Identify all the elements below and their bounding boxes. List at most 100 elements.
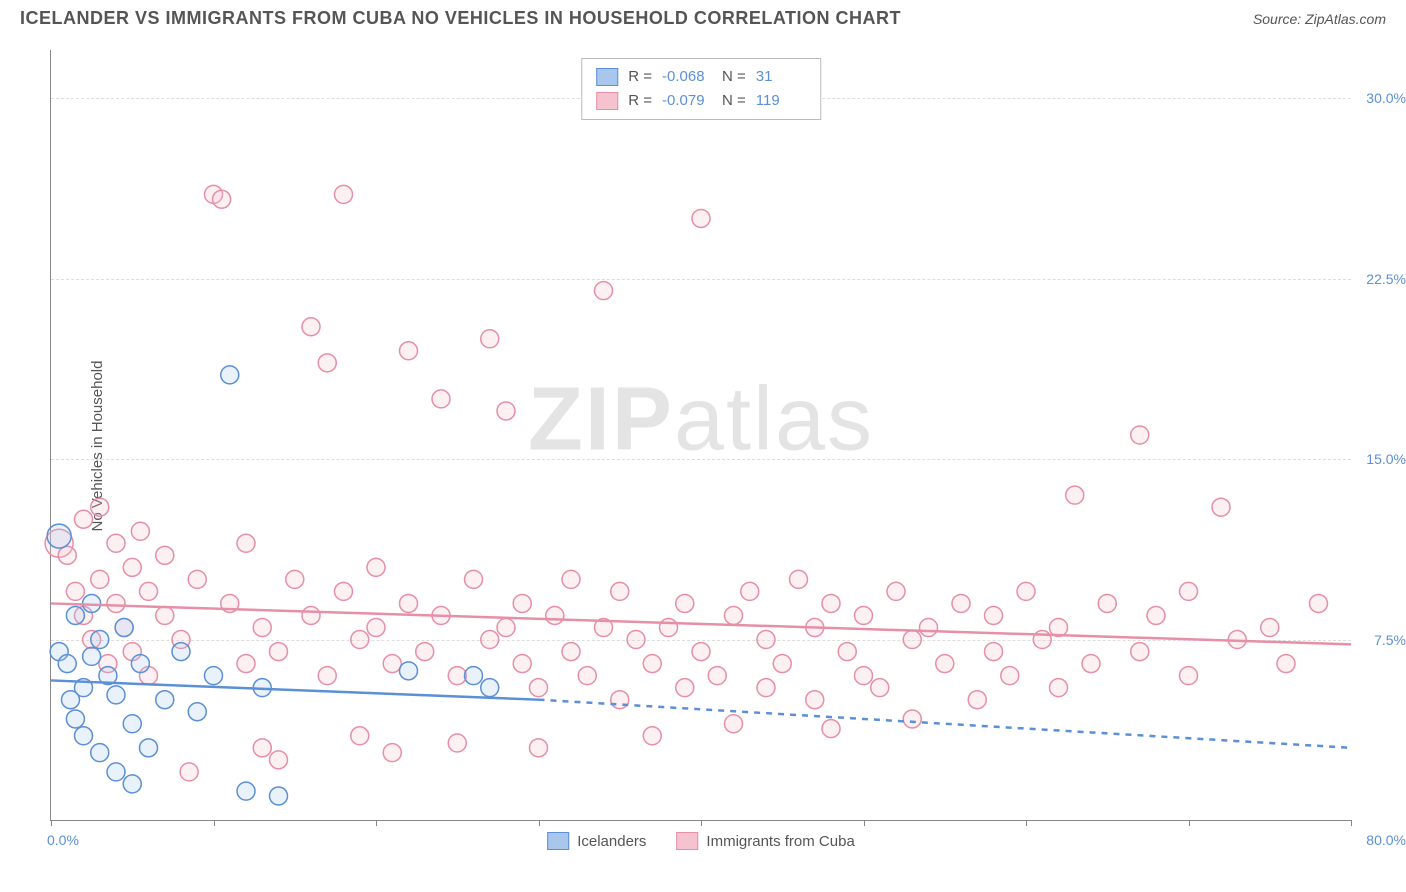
data-point (643, 655, 661, 673)
data-point (481, 631, 499, 649)
data-point (838, 643, 856, 661)
data-point (172, 643, 190, 661)
data-point (383, 744, 401, 762)
data-point (156, 546, 174, 564)
data-point (270, 787, 288, 805)
data-point (1212, 498, 1230, 516)
data-point (188, 570, 206, 588)
data-point (123, 775, 141, 793)
data-point (952, 594, 970, 612)
data-point (725, 606, 743, 624)
data-point (237, 655, 255, 673)
x-axis-max-label: 80.0% (1366, 832, 1406, 848)
data-point (107, 686, 125, 704)
data-point (725, 715, 743, 733)
data-point (66, 582, 84, 600)
data-point (936, 655, 954, 673)
stats-row-cuba: R = -0.079 N = 119 (596, 89, 806, 113)
data-point (1180, 582, 1198, 600)
data-point (611, 582, 629, 600)
legend-swatch-cuba-icon (676, 832, 698, 850)
data-point (1066, 486, 1084, 504)
legend-swatch-icelanders-icon (547, 832, 569, 850)
data-point (448, 734, 466, 752)
data-point (156, 691, 174, 709)
data-point (400, 342, 418, 360)
data-point (91, 631, 109, 649)
data-point (156, 606, 174, 624)
data-point (58, 546, 76, 564)
data-point (806, 691, 824, 709)
data-point (546, 606, 564, 624)
data-point (1082, 655, 1100, 673)
data-point (1261, 619, 1279, 637)
data-point (400, 594, 418, 612)
legend-item-icelanders: Icelanders (547, 832, 646, 850)
source-attribution: Source: ZipAtlas.com (1253, 11, 1386, 27)
data-point (351, 727, 369, 745)
data-point (513, 594, 531, 612)
stats-row-icelanders: R = -0.068 N = 31 (596, 65, 806, 89)
legend: Icelanders Immigrants from Cuba (547, 832, 855, 850)
data-point (66, 606, 84, 624)
data-point (237, 534, 255, 552)
data-point (400, 662, 418, 680)
chart-title: ICELANDER VS IMMIGRANTS FROM CUBA NO VEH… (20, 8, 901, 29)
data-point (481, 330, 499, 348)
data-point (481, 679, 499, 697)
data-point (497, 402, 515, 420)
data-point (530, 739, 548, 757)
data-point (66, 710, 84, 728)
data-point (58, 655, 76, 673)
data-point (643, 727, 661, 745)
data-point (627, 631, 645, 649)
data-point (123, 558, 141, 576)
data-point (1017, 582, 1035, 600)
data-point (416, 643, 434, 661)
data-point (660, 619, 678, 637)
data-point (140, 739, 158, 757)
data-point (1098, 594, 1116, 612)
data-point (920, 619, 938, 637)
data-point (107, 594, 125, 612)
data-point (708, 667, 726, 685)
data-point (75, 510, 93, 528)
data-point (448, 667, 466, 685)
data-point (676, 679, 694, 697)
data-point (1131, 643, 1149, 661)
data-point (213, 190, 231, 208)
data-point (1277, 655, 1295, 673)
data-point (253, 619, 271, 637)
data-point (318, 354, 336, 372)
data-point (83, 647, 101, 665)
data-point (692, 643, 710, 661)
data-point (773, 655, 791, 673)
data-point (107, 534, 125, 552)
swatch-icelanders-icon (596, 68, 618, 86)
data-point (367, 619, 385, 637)
data-point (968, 691, 986, 709)
data-point (595, 282, 613, 300)
data-point (131, 522, 149, 540)
data-point (757, 631, 775, 649)
data-point (302, 318, 320, 336)
data-point (140, 582, 158, 600)
data-point (465, 570, 483, 588)
data-point (221, 366, 239, 384)
data-point (1131, 426, 1149, 444)
data-point (123, 715, 141, 733)
data-point (205, 667, 223, 685)
data-point (47, 524, 71, 548)
data-point (383, 655, 401, 673)
data-point (1147, 606, 1165, 624)
data-point (530, 679, 548, 697)
data-point (903, 631, 921, 649)
data-point (1050, 679, 1068, 697)
y-tick-label: 15.0% (1366, 451, 1406, 467)
y-tick-label: 22.5% (1366, 271, 1406, 287)
data-point (367, 558, 385, 576)
data-point (465, 667, 483, 685)
data-point (871, 679, 889, 697)
data-point (91, 744, 109, 762)
data-point (903, 710, 921, 728)
